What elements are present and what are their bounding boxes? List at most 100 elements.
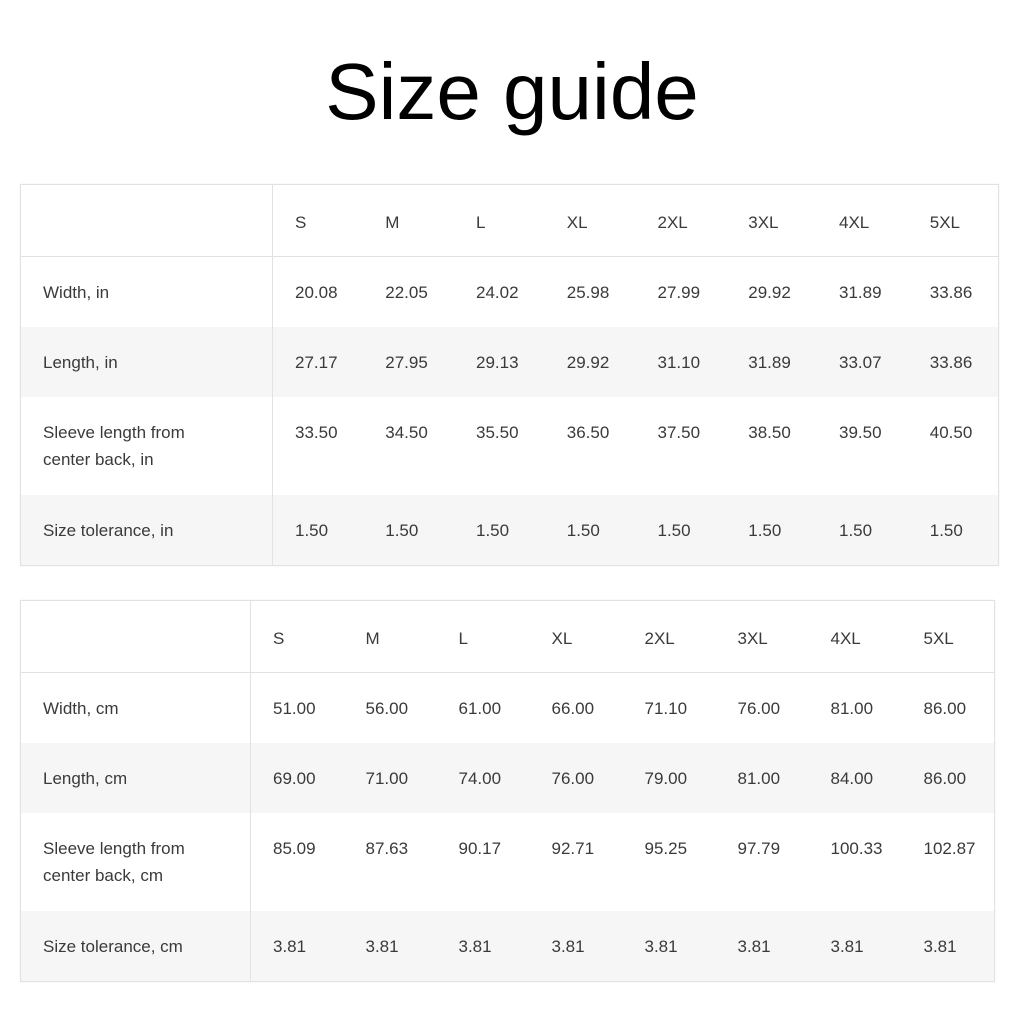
size-header-cell: 5XL: [907, 184, 999, 257]
header-row: S M L XL 2XL 3XL 4XL 5XL: [20, 600, 995, 673]
row-label: Size tolerance, in: [20, 494, 273, 566]
value-cell: 51.00: [273, 699, 316, 718]
value-cell: 76.00: [551, 768, 595, 788]
size-header-cell: XL: [544, 184, 636, 257]
table-row: Size tolerance, in 1.50 1.50 1.50 1.50 1.50 1.…: [20, 494, 999, 566]
value-cell: 95.25: [644, 838, 688, 858]
value-cell: 92.71: [551, 838, 595, 858]
size-header-cell: M: [343, 600, 437, 673]
value-cell: 3.81: [365, 936, 399, 956]
size-header-cell: 4XL: [817, 184, 908, 257]
value-cell: 90.17: [458, 838, 502, 858]
size-header-cell: 3XL: [726, 184, 817, 257]
value-cell: 31.89: [748, 352, 791, 372]
value-cell: 35.50: [476, 422, 519, 442]
table-row: Width, cm 51.00 56.00 61.00 66.00 71.10 76.00 8…: [20, 672, 995, 743]
value-cell: 20.08: [295, 283, 338, 302]
value-cell: 100.33: [830, 838, 883, 858]
value-cell: 33.07: [839, 352, 882, 372]
table-row: Width, in 20.08 22.05 24.02 25.98 27.99 29.92 3…: [20, 256, 999, 327]
value-cell: 84.00: [830, 768, 874, 788]
size-header-cell: 2XL: [635, 184, 727, 257]
header-row: S M L XL 2XL 3XL 4XL 5XL: [20, 184, 999, 257]
table-row: Size tolerance, cm 3.81 3.81 3.81 3.81 3.81 3.…: [20, 910, 995, 982]
value-cell: 3.81: [273, 936, 307, 956]
size-header-cell: L: [436, 600, 530, 673]
row-label: Width, cm: [20, 672, 251, 743]
value-cell: 22.05: [385, 283, 428, 302]
value-cell: 1.50: [476, 520, 510, 540]
value-cell: 81.00: [737, 768, 781, 788]
value-cell: 56.00: [365, 699, 409, 718]
row-label: Width, in: [20, 256, 273, 327]
size-header-cell: 3XL: [715, 600, 809, 673]
value-cell: 74.00: [458, 768, 502, 788]
header-corner-cell: [20, 600, 251, 673]
value-cell: 97.79: [737, 838, 781, 858]
value-cell: 1.50: [657, 520, 691, 540]
value-cell: 1.50: [385, 520, 419, 540]
value-cell: 3.81: [830, 936, 864, 956]
value-cell: 1.50: [748, 520, 782, 540]
row-label: Sleeve length from center back, in: [20, 396, 273, 495]
page-title: Size guide: [325, 47, 699, 136]
value-cell: 1.50: [295, 520, 329, 540]
value-cell: 25.98: [566, 283, 610, 302]
value-cell: 3.81: [737, 936, 771, 956]
row-label: Length, in: [20, 326, 273, 397]
value-cell: 29.92: [566, 352, 610, 372]
value-cell: 85.09: [273, 838, 316, 858]
row-label: Size tolerance, cm: [20, 910, 251, 982]
value-cell: 66.00: [551, 699, 595, 718]
size-table-centimeters: S M L XL 2XL 3XL 4XL 5XL Width, cm 51.00 56.00 61.0…: [20, 600, 995, 982]
value-cell: 71.00: [365, 768, 409, 788]
value-cell: 69.00: [273, 768, 316, 788]
value-cell: 71.10: [644, 699, 688, 718]
value-cell: 3.81: [644, 936, 678, 956]
header-corner-cell: [20, 184, 273, 257]
value-cell: 61.00: [458, 699, 502, 718]
size-header-cell: 5XL: [901, 600, 995, 673]
value-cell: 29.92: [748, 283, 791, 302]
size-table-inches: S M L XL 2XL 3XL 4XL 5XL Width, in 20.08 22.05 24.0…: [20, 184, 999, 566]
value-cell: 102.87: [923, 838, 976, 858]
value-cell: 87.63: [365, 838, 409, 858]
size-header-cell: L: [454, 184, 545, 257]
value-cell: 86.00: [923, 699, 967, 718]
value-cell: 33.86: [929, 283, 973, 302]
value-cell: 39.50: [839, 422, 882, 442]
size-header-cell: S: [272, 184, 364, 257]
value-cell: 31.10: [657, 352, 701, 372]
value-cell: 29.13: [476, 352, 519, 372]
size-header-cell: 2XL: [622, 600, 716, 673]
value-cell: 3.81: [551, 936, 585, 956]
value-cell: 33.50: [295, 422, 338, 442]
value-cell: 79.00: [644, 768, 688, 788]
value-cell: 34.50: [385, 422, 428, 442]
value-cell: 40.50: [929, 422, 973, 442]
table-row: Sleeve length from center back, in 33.50 3…: [20, 396, 999, 495]
table-row: Length, cm 69.00 71.00 74.00 76.00 79.00 81.00…: [20, 742, 995, 813]
value-cell: 27.99: [657, 283, 701, 302]
value-cell: 1.50: [566, 520, 600, 540]
value-cell: 3.81: [923, 936, 957, 956]
value-cell: 27.95: [385, 352, 428, 372]
value-cell: 38.50: [748, 422, 791, 442]
value-cell: 3.81: [458, 936, 492, 956]
value-cell: 33.86: [929, 352, 973, 372]
value-cell: 24.02: [476, 283, 519, 302]
value-cell: 37.50: [657, 422, 701, 442]
value-cell: 76.00: [737, 699, 781, 718]
size-header-cell: 4XL: [808, 600, 902, 673]
size-header-cell: S: [250, 600, 344, 673]
row-label: Length, cm: [20, 742, 251, 813]
size-header-cell: M: [363, 184, 454, 257]
row-label: Sleeve length from center back, cm: [20, 812, 251, 911]
table-row: Sleeve length from center back, cm 85.09 8…: [20, 812, 995, 911]
value-cell: 1.50: [839, 520, 873, 540]
value-cell: 31.89: [839, 283, 882, 302]
value-cell: 1.50: [929, 520, 963, 540]
value-cell: 86.00: [923, 768, 967, 788]
value-cell: 27.17: [295, 352, 338, 372]
value-cell: 36.50: [566, 422, 610, 442]
